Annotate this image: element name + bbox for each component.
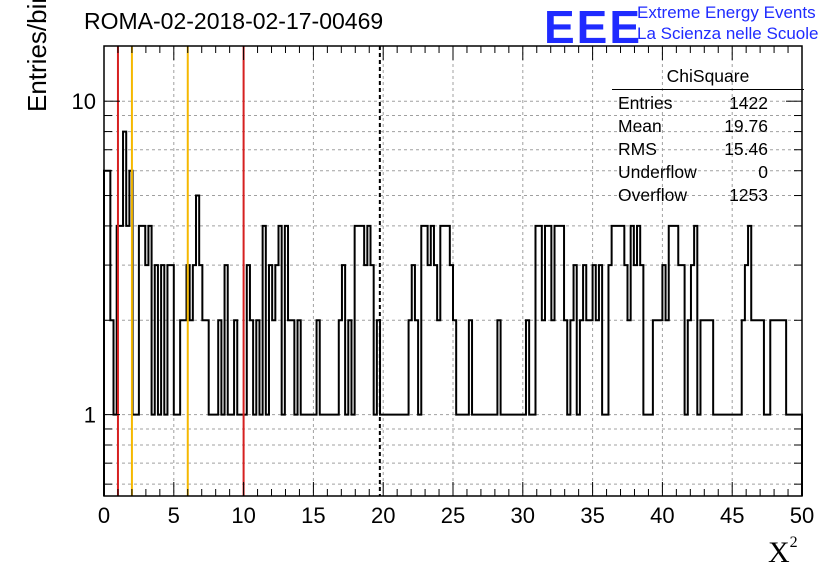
stats-row-entries: Entries 1422 (612, 92, 804, 115)
stats-row-underflow: Underflow 0 (612, 161, 804, 184)
x-tick-label: 50 (790, 503, 814, 528)
stats-value: 15.46 (724, 139, 768, 159)
stats-value: 1422 (729, 93, 768, 113)
stats-row-mean: Mean 19.76 (612, 115, 804, 138)
stats-label: Overflow (618, 185, 688, 205)
stats-header: ChiSquare (612, 66, 804, 90)
x-tick-label: 35 (580, 503, 604, 528)
stats-value: 1253 (729, 185, 768, 205)
stats-value: 19.76 (724, 116, 768, 136)
stats-row-overflow: Overflow 1253 (612, 184, 804, 207)
stats-label: Entries (618, 93, 673, 113)
x-tick-label: 15 (301, 503, 325, 528)
stats-value: 0 (758, 162, 768, 182)
branding-line-2: La Scienza nelle Scuole (637, 24, 819, 43)
branding-line-1: Extreme Energy Events (637, 3, 816, 22)
x-tick-label: 10 (231, 503, 255, 528)
stats-row-rms: RMS 15.46 (612, 138, 804, 161)
histogram-line (103, 130, 803, 496)
eee-logo: EEE (544, 1, 643, 53)
x-axis-label: X2 (768, 534, 798, 569)
chart-title: ROMA-02-2018-02-17-00469 (84, 8, 384, 34)
y-axis-label: Entries/bin (22, 0, 52, 112)
x-tick-label: 25 (441, 503, 465, 528)
x-tick-label: 45 (720, 503, 744, 528)
y-tick-label: 10 (72, 89, 96, 114)
stats-label: Mean (618, 116, 662, 136)
stats-label: Underflow (618, 162, 697, 182)
x-tick-label: 20 (371, 503, 395, 528)
x-tick-label: 5 (168, 503, 180, 528)
x-tick-label: 30 (511, 503, 535, 528)
x-tick-label: 0 (98, 503, 110, 528)
y-tick-label: 1 (84, 403, 96, 428)
stats-label: RMS (618, 139, 657, 159)
stats-box: ChiSquare Entries 1422 Mean 19.76 RMS 15… (612, 66, 804, 207)
x-tick-label: 40 (650, 503, 674, 528)
